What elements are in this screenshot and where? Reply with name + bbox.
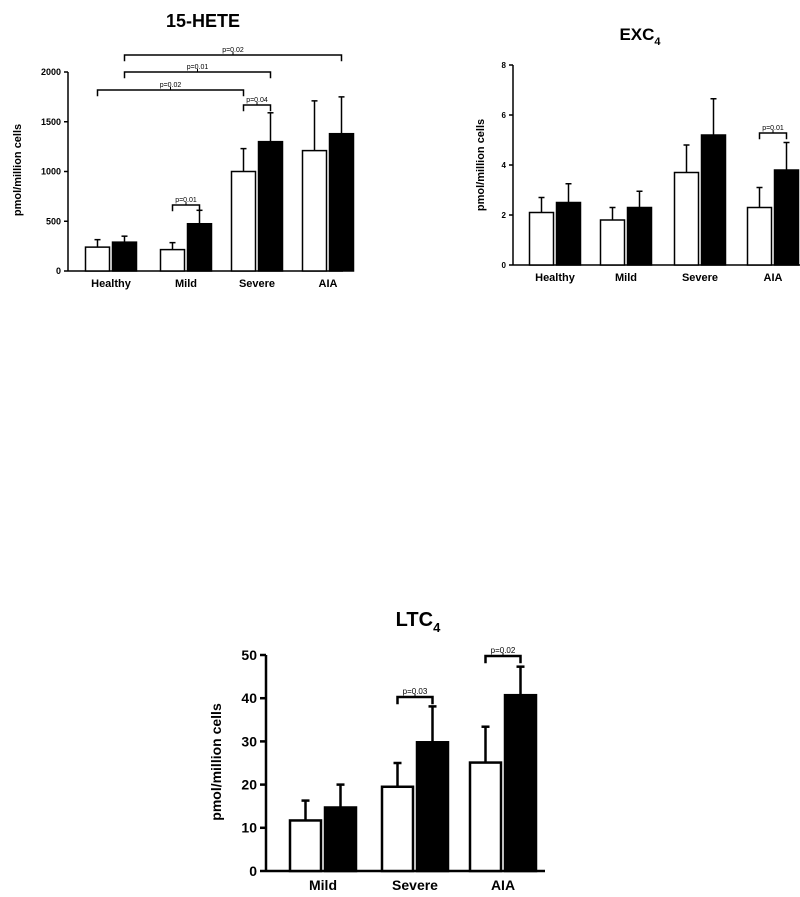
bar-open [159, 248, 186, 272]
x-category-label: Mild [175, 278, 197, 290]
y-tick-label: 40 [241, 690, 257, 706]
significance-bracket [171, 204, 201, 212]
y-tick-label: 4 [502, 161, 507, 170]
bar-open [84, 246, 111, 272]
chart-title: LTC4 [396, 609, 441, 635]
x-category-label: Severe [392, 877, 438, 893]
y-tick-label: 0 [502, 261, 507, 270]
bar-filled [773, 169, 800, 266]
y-tick-label: 30 [241, 733, 257, 749]
bar-open [673, 171, 700, 266]
y-tick-label: 1000 [41, 167, 61, 177]
y-tick-label: 0 [56, 266, 61, 276]
p-value-label: p=0.01 [175, 197, 197, 204]
y-axis-label: pmol/million cells [12, 124, 24, 216]
p-value-label: p=0.04 [246, 97, 268, 104]
chart-title: 15-HETE [166, 11, 240, 31]
p-value-label: p=0.02 [491, 646, 516, 655]
bar-open [301, 149, 328, 272]
chart-ltc4: LTC4 pmol/million cells 0 10 20 30 40 50 Mild S… [208, 609, 545, 893]
p-value-label: p=0.01 [187, 64, 209, 71]
bar-filled [328, 132, 355, 272]
x-category-label: AIA [764, 272, 783, 284]
chart-15-hete: 15-HETE pmol/million cells 0 500 1000 1500 2… [12, 11, 355, 290]
p-value-label: p=0.01 [762, 125, 784, 132]
bar-filled [323, 806, 358, 873]
y-tick-label: 50 [241, 647, 257, 663]
y-tick-label: 2 [502, 211, 507, 220]
significance-bracket [123, 71, 272, 79]
y-axis-label: pmol/million cells [208, 703, 224, 821]
significance-bracket [96, 89, 245, 97]
significance-bracket [123, 54, 343, 62]
x-category-label: Mild [615, 272, 637, 284]
bar-filled [111, 241, 138, 272]
p-value-label: p=0.02 [160, 82, 182, 89]
y-tick-label: 1500 [41, 117, 61, 127]
y-tick-label: 0 [249, 863, 257, 879]
bar-open [380, 785, 415, 873]
significance-bracket [484, 654, 522, 664]
x-category-label: Healthy [535, 272, 576, 284]
bar-open [230, 170, 257, 272]
y-tick-label: 20 [241, 777, 257, 793]
x-category-label: Healthy [91, 278, 132, 290]
x-category-label: AIA [319, 278, 338, 290]
significance-bracket [396, 695, 434, 705]
significance-bracket [758, 132, 788, 140]
y-tick-label: 6 [502, 111, 507, 120]
bar-open [288, 819, 323, 873]
bar-open [468, 761, 503, 873]
bar-filled [257, 140, 284, 272]
chart-title: EXC4 [619, 25, 661, 48]
p-value-label: p=0.03 [403, 687, 428, 696]
p-value-label: p=0.02 [222, 47, 244, 54]
significance-bracket [242, 104, 272, 112]
x-category-label: AIA [491, 877, 515, 893]
y-tick-label: 10 [241, 820, 257, 836]
y-tick-label: 8 [502, 61, 507, 70]
bar-filled [186, 222, 213, 272]
x-category-label: Severe [682, 272, 718, 284]
bar-filled [626, 206, 653, 266]
bar-open [746, 206, 773, 266]
bar-open [599, 219, 626, 266]
bar-filled [503, 693, 538, 873]
y-tick-label: 2000 [41, 67, 61, 77]
y-axis-label: pmol/million cells [475, 119, 487, 211]
bar-filled [555, 201, 582, 266]
bar-filled [700, 134, 727, 266]
bar-filled [415, 741, 450, 873]
bar-open [528, 211, 555, 266]
chart-exc4: EXC4 pmol/million cells 0 2 4 6 8 Healthy Mild… [475, 25, 800, 284]
x-category-label: Severe [239, 278, 275, 290]
x-category-label: Mild [309, 877, 337, 893]
y-tick-label: 500 [46, 216, 61, 226]
